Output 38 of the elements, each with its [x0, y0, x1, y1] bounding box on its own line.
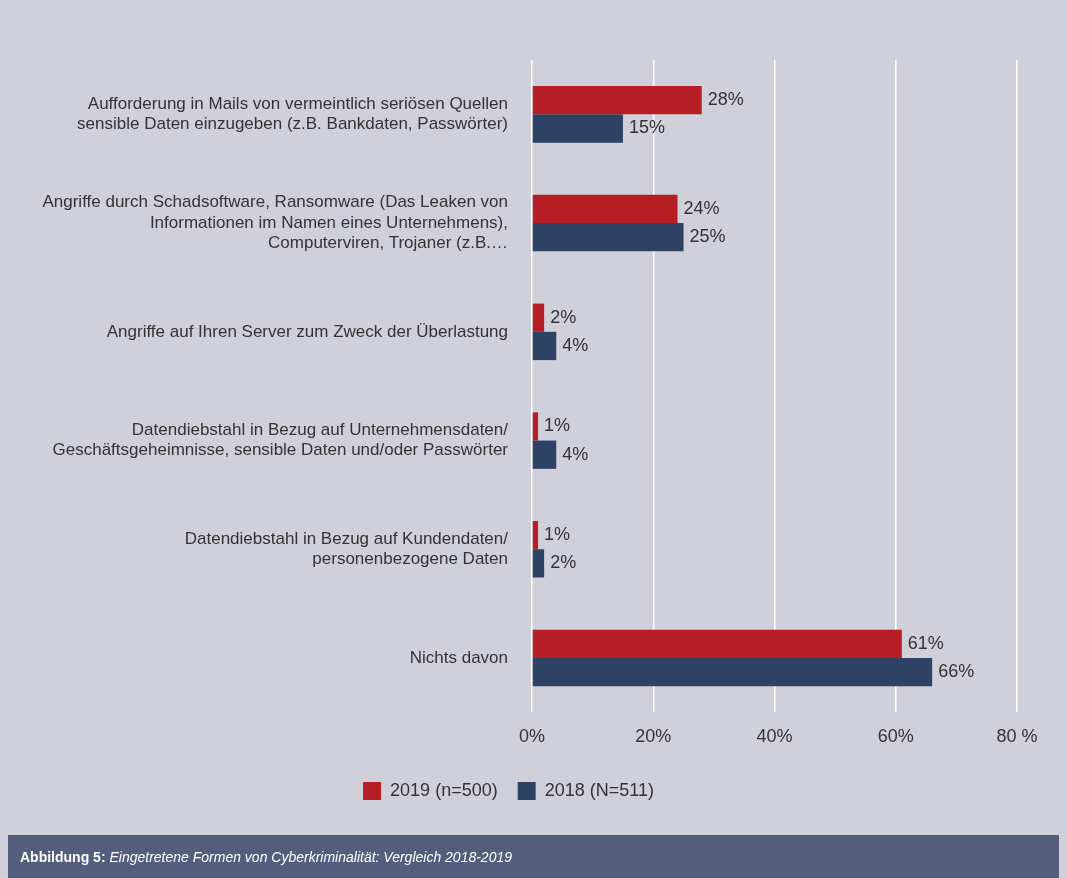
y-tick-label: Nichts davon [409, 647, 508, 667]
x-tick-label: 80 % [996, 726, 1038, 747]
bar [532, 114, 623, 143]
x-tick-label: 40% [756, 726, 793, 747]
text: Abbildung 5: Eingetretene Formen von Cyberkriminalität: Vergleich 2018-2019 [20, 848, 513, 865]
y-tick-label: Datendiebstahl in Bezug auf Kundendaten/ personenbezogene Daten [184, 528, 509, 569]
bar [532, 658, 933, 687]
data-label: 4% [562, 334, 589, 355]
bar [532, 194, 678, 224]
y-tick-label: Aufforderung in Mails von vermeintlich seriösen Quellen sensible Daten einzugeben (z.B. Bankdaten, Passwörter) [77, 93, 508, 134]
x-tick-label: 0% [518, 726, 546, 747]
data-label: 1% [544, 415, 571, 436]
data-label: 4% [562, 443, 589, 464]
data-label: 2% [550, 306, 577, 327]
bar [532, 440, 557, 469]
data-label: 66% [938, 661, 975, 682]
bar [532, 412, 539, 441]
data-label: 61% [907, 632, 944, 653]
bar [532, 223, 684, 252]
bar [532, 331, 557, 361]
legend-label: 2019 (n=500) [390, 779, 498, 800]
bar [532, 86, 702, 115]
data-label: 15% [628, 117, 665, 138]
bar [532, 521, 539, 550]
data-label: 28% [707, 89, 744, 110]
data-label: 25% [689, 226, 726, 247]
x-tick-label: 20% [635, 726, 672, 747]
y-tick-label: Angriffe auf Ihren Server zum Zweck der Überlastung [106, 321, 508, 341]
bar [532, 549, 545, 578]
data-label: 24% [683, 197, 720, 218]
data-label: 1% [544, 524, 571, 545]
y-tick-label: Datendiebstahl in Bezug auf Unternehmensdaten/ Geschäftsgeheimnisse, sensible Daten und/oder Passwörter [52, 420, 509, 460]
bar [532, 629, 902, 659]
data-label: 2% [550, 552, 577, 573]
bar [532, 303, 545, 332]
legend-label: 2018 (N=511) [544, 779, 654, 800]
y-tick-label: Angriffe durch Schadsoftware, Ransomware (Das Leaken von Informationen im Namen eines Unternehmens), Computerviren, Trojaner (z.B.… [42, 192, 508, 253]
x-tick-label: 60% [877, 726, 914, 747]
